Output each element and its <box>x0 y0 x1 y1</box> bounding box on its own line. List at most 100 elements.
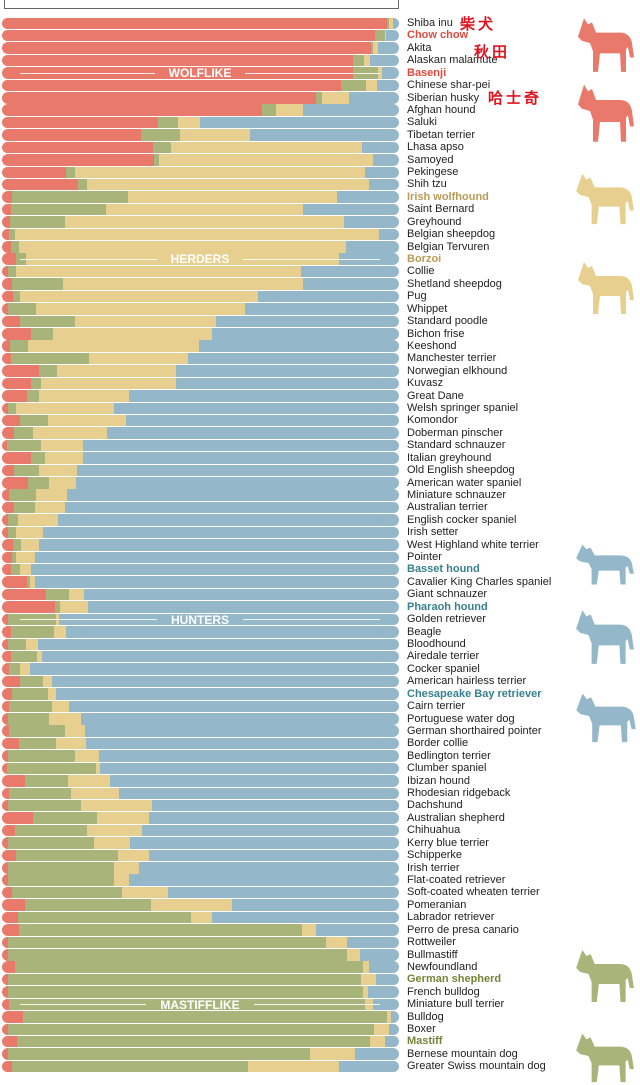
dog-silhouette-icon <box>576 173 634 225</box>
bar-segment-herders <box>15 228 380 241</box>
breed-label: Shetland sheepdog <box>407 277 502 290</box>
bar-segment-wolflike <box>2 638 8 650</box>
bar-segment-mastifflike <box>7 713 49 725</box>
bar-segment-herders <box>48 477 77 489</box>
bar-segment-herders <box>81 799 152 812</box>
bar-segment-hunters <box>76 464 399 477</box>
bar-row <box>2 17 399 29</box>
bar-segment-wolflike <box>2 501 14 514</box>
breed-label: Pug <box>407 290 427 303</box>
bar-segment-wolflike <box>2 29 376 42</box>
bar-row <box>2 862 399 874</box>
breed-label: Ibizan hound <box>407 774 470 787</box>
bar-segment-mastifflike <box>8 663 21 675</box>
bar-row <box>2 551 399 564</box>
breed-label: Chinese shar-pei <box>407 79 491 92</box>
bar-row <box>2 762 399 775</box>
bar-segment-herders <box>30 576 36 588</box>
bar-segment-hunters <box>126 414 399 427</box>
bar-segment-herders <box>36 650 42 663</box>
bar-row <box>2 675 399 688</box>
dog-silhouette-icon <box>578 18 634 72</box>
bar-segment-mastifflike <box>32 812 97 824</box>
bar-segment-mastifflike <box>158 116 178 129</box>
group-label-text: HERDERS <box>170 252 230 267</box>
bar-segment-hunters <box>336 191 399 203</box>
bar-segment-wolflike <box>2 775 26 787</box>
bar-segment-hunters <box>377 79 399 92</box>
bar-segment-wolflike <box>2 762 8 775</box>
bar-segment-mastifflike <box>7 402 16 415</box>
bar-segment-wolflike <box>2 203 12 216</box>
bar-segment-wolflike <box>2 377 32 390</box>
breed-label: Italian greyhound <box>407 451 492 464</box>
bar-segment-herders <box>96 762 100 775</box>
bar-row <box>2 79 399 92</box>
bar-row <box>2 837 399 849</box>
bar-segment-wolflike <box>2 837 8 849</box>
bar-segment-mastifflike <box>7 874 114 886</box>
bar-segment-mastifflike <box>11 551 17 564</box>
bar-segment-herders <box>38 390 129 402</box>
breed-label: Welsh springer spaniel <box>407 402 519 415</box>
breed-label: Tibetan terrier <box>407 128 476 141</box>
bar-segment-mastifflike <box>11 191 129 203</box>
bar-row <box>2 129 399 141</box>
breed-label: American water spaniel <box>407 476 522 489</box>
bar-segment-mastifflike <box>18 911 191 924</box>
bar-segment-hunters <box>244 303 399 315</box>
breed-label: Shih tzu <box>407 178 447 191</box>
bar-segment-wolflike <box>2 228 10 241</box>
bar-segment-hunters <box>167 886 399 899</box>
bar-segment-hunters <box>175 365 399 377</box>
bar-row <box>2 1048 399 1060</box>
group-label: WOLFLIKE <box>20 66 380 80</box>
dog-silhouette-icon <box>576 610 634 664</box>
breed-label: West Highland white terrier <box>407 538 539 551</box>
bar-row <box>2 750 399 762</box>
breed-label: Siberian husky <box>407 91 480 104</box>
bar-segment-hunters <box>373 998 399 1011</box>
bar-segment-wolflike <box>2 1035 18 1048</box>
breed-label: Soft-coated wheaten terrier <box>407 886 540 899</box>
bar-segment-wolflike <box>2 328 31 340</box>
bar-row <box>2 92 399 104</box>
bar-segment-hunters <box>368 178 399 191</box>
breed-label: Cairn terrier <box>407 700 466 713</box>
bar-segment-herders <box>27 340 199 352</box>
bar-segment-hunters <box>128 390 399 402</box>
bar-row <box>2 116 399 129</box>
breed-label: Standard poodle <box>407 315 488 328</box>
bar-segment-wolflike <box>2 551 12 564</box>
bar-segment-wolflike <box>2 67 353 79</box>
bar-segment-mastifflike <box>7 973 362 986</box>
bar-row <box>2 489 399 501</box>
bar-segment-wolflike <box>2 737 20 750</box>
bar-segment-wolflike <box>2 54 354 67</box>
bar-segment-wolflike <box>2 166 67 179</box>
bar-segment-herders <box>88 352 188 365</box>
bar-segment-mastifflike <box>140 129 180 141</box>
bar-segment-wolflike <box>2 178 79 191</box>
breed-label: Norwegian elkhound <box>407 364 508 377</box>
bar-segment-wolflike <box>2 713 8 725</box>
bar-segment-mastifflike <box>11 886 122 899</box>
bar-segment-mastifflike <box>353 54 364 67</box>
bar-segment-mastifflike <box>11 626 54 638</box>
bar-segment-wolflike <box>2 787 9 800</box>
bar-row <box>2 924 399 936</box>
bar-segment-herders <box>68 775 111 787</box>
bar-segment-wolflike <box>2 92 317 104</box>
dog-silhouette-icon <box>576 693 636 743</box>
bar-segment-herders <box>179 129 251 141</box>
breed-label: Akita <box>407 41 432 54</box>
bar-row <box>2 228 399 241</box>
bar-segment-herders <box>38 464 77 477</box>
breed-label: Keeshond <box>407 339 457 352</box>
bar-segment-hunters <box>372 154 399 166</box>
bar-segment-mastifflike <box>262 104 276 116</box>
breed-label: German shepherd <box>407 973 502 986</box>
bar-segment-herders <box>40 439 83 452</box>
top-bracket <box>4 0 399 9</box>
breed-label: English cocker spaniel <box>407 513 517 526</box>
